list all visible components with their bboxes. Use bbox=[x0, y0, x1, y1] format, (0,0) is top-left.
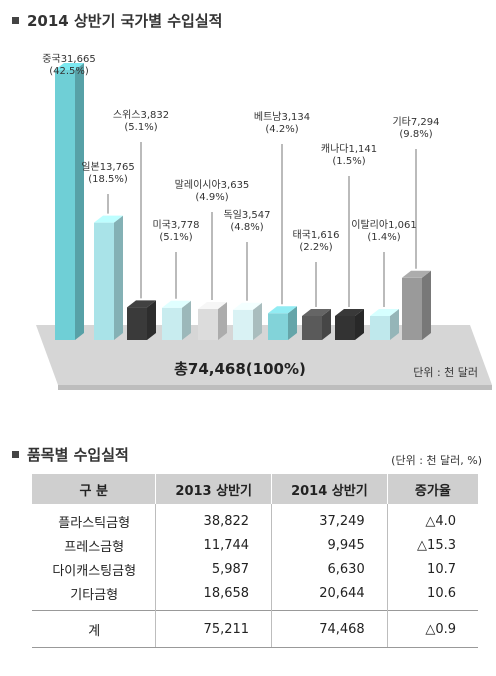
bar-label-1: 일본13,765 bbox=[81, 161, 134, 173]
bar-share-7: (2.2%) bbox=[299, 242, 332, 253]
bar-side-7 bbox=[322, 309, 331, 340]
total-2014: 74,468 bbox=[271, 610, 388, 648]
bar-side-6 bbox=[288, 306, 297, 340]
bar-label-6: 베트남3,134 bbox=[254, 111, 310, 123]
bar-0 bbox=[55, 70, 75, 340]
row-label: 프레스금형 bbox=[64, 539, 125, 555]
bar-label-9: 이탈리아1,061 bbox=[351, 218, 416, 231]
bar-share-3: (5.1%) bbox=[159, 232, 192, 243]
row-2014: 20,644 bbox=[271, 581, 388, 611]
bar-share-5: (4.8%) bbox=[230, 222, 263, 233]
row-label: 다이캐스팅금형 bbox=[52, 563, 137, 579]
table-total-row: 계 75,211 74,468 △0.9 bbox=[32, 610, 478, 648]
row-2014: 37,249 bbox=[271, 504, 388, 533]
bar-top-10 bbox=[402, 270, 431, 278]
bar-label-3: 미국3,778 bbox=[152, 219, 199, 231]
row-growth: △4.0 bbox=[386, 504, 478, 533]
header-category: 구 분 bbox=[32, 474, 156, 504]
bar-label-2: 스위스3,832 bbox=[113, 108, 169, 121]
table-section-title: 품목별 수입실적 bbox=[12, 444, 129, 465]
table-row: 다이캐스팅금형 5,987 6,630 10.7 bbox=[32, 557, 478, 581]
bar-share-8: (1.5%) bbox=[332, 156, 365, 167]
bar-8 bbox=[335, 316, 355, 340]
bar-share-1: (18.5%) bbox=[88, 174, 128, 185]
row-2013: 18,658 bbox=[155, 581, 272, 611]
bar-6 bbox=[268, 313, 288, 340]
bar-side-8 bbox=[355, 309, 364, 340]
bar-top-5 bbox=[233, 302, 262, 310]
chart-floor-edge bbox=[58, 385, 492, 390]
bar-3 bbox=[162, 307, 182, 340]
bar-share-4: (4.9%) bbox=[195, 192, 228, 203]
chart-total-label: 총74,468(100%) bbox=[174, 360, 306, 378]
table-row: 기타금형 18,658 20,644 10.6 bbox=[32, 581, 478, 611]
bar-share-0: (42.5%) bbox=[49, 66, 89, 77]
bar-top-6 bbox=[268, 306, 297, 314]
bar-side-5 bbox=[253, 302, 262, 340]
bar-10 bbox=[402, 277, 422, 340]
bar-side-4 bbox=[218, 302, 227, 340]
bar-1 bbox=[94, 222, 114, 340]
chart-section-title: 2014 상반기 국가별 수입실적 bbox=[12, 10, 222, 31]
table-header-row: 구 분 2013 상반기 2014 상반기 증가율 bbox=[32, 474, 478, 504]
bar-label-7: 태국1,616 bbox=[292, 229, 339, 241]
row-2013: 11,744 bbox=[155, 533, 272, 557]
row-label: 기타금형 bbox=[70, 587, 119, 603]
country-import-chart: 중국31,665(42.5%)일본13,765(18.5%)스위스3,832(5… bbox=[36, 53, 492, 390]
bar-top-3 bbox=[162, 300, 191, 308]
table-row: 플라스틱금형 38,822 37,249 △4.0 bbox=[32, 504, 478, 533]
total-label: 계 bbox=[32, 610, 156, 648]
item-import-table: 구 분 2013 상반기 2014 상반기 증가율 플라스틱금형 38,822 … bbox=[32, 474, 478, 648]
header-2013h1: 2013 상반기 bbox=[155, 474, 272, 504]
bar-share-6: (4.2%) bbox=[265, 124, 298, 135]
chart-unit-label: 단위 : 천 달러 bbox=[413, 365, 478, 379]
bar-top-2 bbox=[127, 300, 156, 308]
row-2014: 6,630 bbox=[271, 557, 388, 581]
bar-label-8: 캐나다1,141 bbox=[321, 143, 377, 155]
bar-label-4: 말레이시아3,635 bbox=[175, 179, 250, 191]
bar-share-10: (9.8%) bbox=[399, 129, 432, 140]
bar-label-10: 기타7,294 bbox=[392, 116, 439, 128]
bar-side-10 bbox=[422, 270, 431, 340]
row-2013: 5,987 bbox=[155, 557, 272, 581]
header-growth: 증가율 bbox=[386, 474, 478, 504]
total-growth: △0.9 bbox=[386, 610, 478, 648]
row-2014: 9,945 bbox=[271, 533, 388, 557]
row-2013: 38,822 bbox=[155, 504, 272, 533]
table-title-text: 품목별 수입실적 bbox=[27, 446, 129, 464]
table-unit-note: (단위 : 천 달러, %) bbox=[391, 454, 482, 467]
bar-7 bbox=[302, 316, 322, 340]
bar-side-2 bbox=[147, 300, 156, 340]
bullet-square-icon bbox=[12, 17, 19, 24]
bar-4 bbox=[198, 309, 218, 340]
bar-top-1 bbox=[94, 215, 123, 223]
bar-side-3 bbox=[182, 300, 191, 340]
total-2013: 75,211 bbox=[155, 610, 272, 648]
row-growth: △15.3 bbox=[386, 533, 478, 557]
bar-side-1 bbox=[114, 215, 123, 340]
bar-top-7 bbox=[302, 309, 331, 316]
bar-5 bbox=[233, 309, 253, 340]
bar-9 bbox=[370, 316, 390, 340]
bar-top-4 bbox=[198, 302, 227, 310]
row-growth: 10.7 bbox=[386, 557, 478, 581]
chart-title-text: 2014 상반기 국가별 수입실적 bbox=[27, 12, 223, 30]
bar-top-9 bbox=[370, 309, 399, 316]
bar-label-0: 중국31,665 bbox=[42, 53, 95, 65]
bar-label-5: 독일3,547 bbox=[223, 209, 270, 221]
bullet-square-icon bbox=[12, 451, 19, 458]
bar-2 bbox=[127, 307, 147, 340]
bar-top-0 bbox=[55, 63, 84, 70]
bar-side-9 bbox=[390, 309, 399, 340]
bar-share-9: (1.4%) bbox=[367, 232, 400, 243]
bar-side-0 bbox=[75, 63, 84, 340]
bar-top-8 bbox=[335, 309, 364, 316]
row-growth: 10.6 bbox=[386, 581, 478, 611]
table-row: 프레스금형 11,744 9,945 △15.3 bbox=[32, 533, 478, 557]
row-label: 플라스틱금형 bbox=[58, 515, 131, 531]
bar-share-2: (5.1%) bbox=[124, 122, 157, 133]
header-2014h1: 2014 상반기 bbox=[271, 474, 388, 504]
